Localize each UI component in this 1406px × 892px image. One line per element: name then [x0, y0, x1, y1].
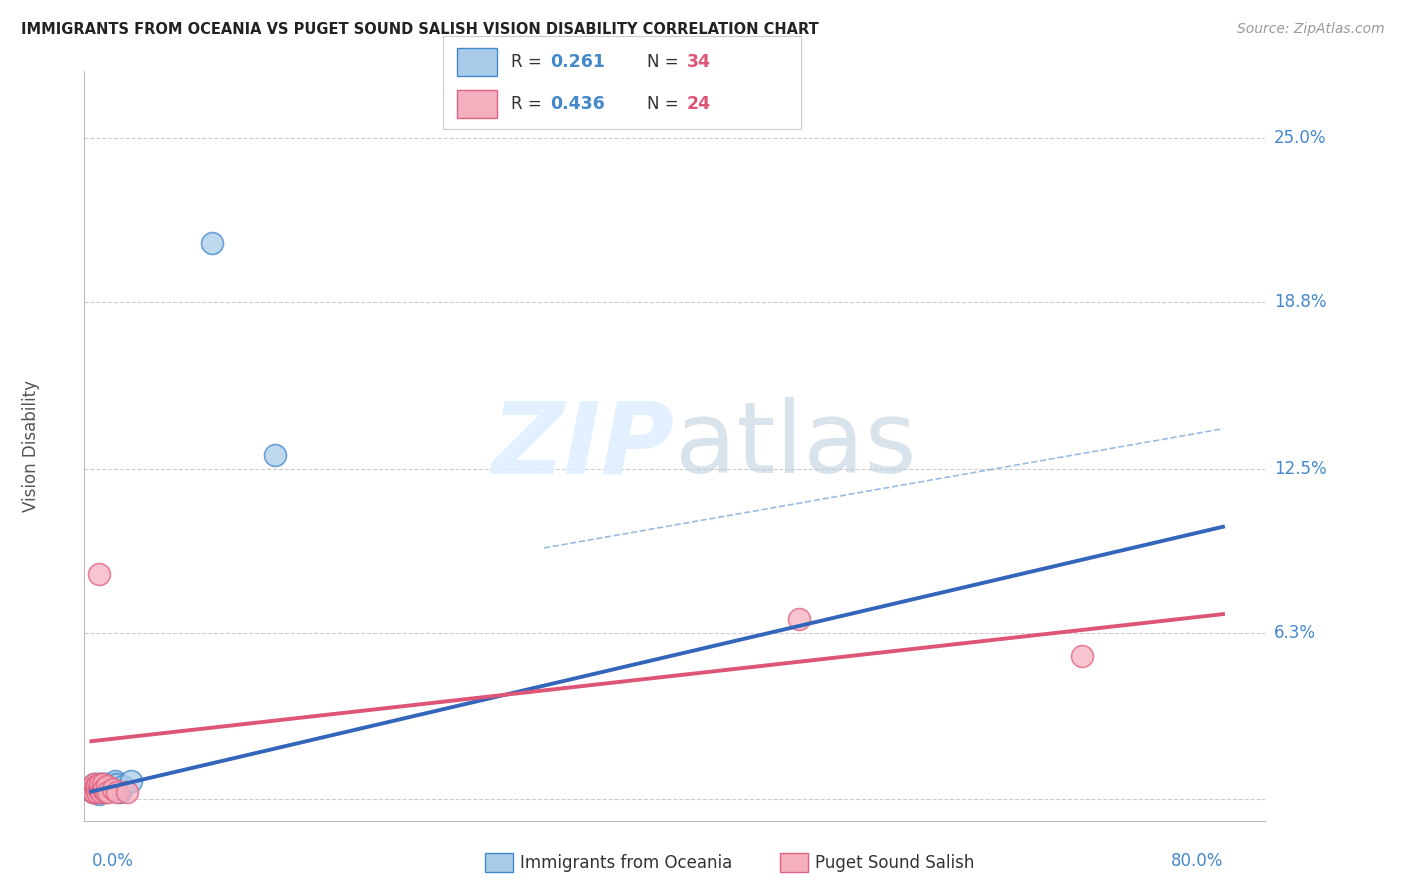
Text: Source: ZipAtlas.com: Source: ZipAtlas.com [1237, 22, 1385, 37]
Point [83, 781, 105, 796]
Text: 6.3%: 6.3% [1274, 624, 1316, 641]
Point [91, 776, 114, 790]
Point [90, 784, 112, 798]
Bar [457, 90, 496, 118]
Point [90, 784, 112, 798]
Point [83, 784, 105, 798]
Point [94, 784, 117, 798]
Point [87, 781, 110, 796]
Point [84, 781, 107, 796]
Point [83, 776, 105, 790]
Point [97, 781, 120, 796]
Point [105, 784, 128, 798]
Point [90, 779, 112, 793]
Point [104, 773, 127, 788]
Point [120, 773, 142, 788]
Text: 18.8%: 18.8% [1274, 293, 1326, 310]
Point [82, 779, 104, 793]
Point [84, 779, 107, 793]
Text: R =: R = [510, 53, 541, 70]
Point [93, 781, 115, 796]
Point [86, 784, 108, 798]
Point [108, 784, 131, 798]
Point [82, 784, 104, 798]
Point [83, 776, 105, 790]
Point [89, 781, 111, 796]
Point [87, 776, 110, 790]
Point [201, 236, 224, 251]
Text: 0.436: 0.436 [551, 95, 605, 113]
Point [264, 448, 287, 462]
Point [93, 776, 115, 790]
Text: 12.5%: 12.5% [1274, 459, 1326, 477]
Text: N =: N = [647, 95, 679, 113]
Text: Vision Disability: Vision Disability [22, 380, 41, 512]
Point [101, 781, 124, 796]
Text: 34: 34 [686, 53, 710, 70]
Point [87, 567, 110, 582]
Text: N =: N = [647, 53, 679, 70]
Point [101, 776, 124, 790]
Text: 80.0%: 80.0% [1171, 853, 1223, 871]
Text: 0.261: 0.261 [551, 53, 606, 70]
Text: IMMIGRANTS FROM OCEANIA VS PUGET SOUND SALISH VISION DISABILITY CORRELATION CHAR: IMMIGRANTS FROM OCEANIA VS PUGET SOUND S… [21, 22, 818, 37]
Point [86, 779, 108, 793]
Text: R =: R = [510, 95, 541, 113]
Point [87, 781, 110, 796]
Point [91, 781, 114, 796]
Text: Immigrants from Oceania: Immigrants from Oceania [520, 854, 733, 871]
Point [96, 779, 118, 793]
Point [96, 779, 118, 793]
Text: Puget Sound Salish: Puget Sound Salish [815, 854, 974, 871]
Bar [457, 48, 496, 76]
Point [98, 779, 121, 793]
Point [89, 776, 111, 790]
Point [93, 781, 115, 796]
Point [111, 779, 134, 793]
Point [87, 787, 110, 801]
Point [82, 784, 104, 798]
Point [86, 784, 108, 798]
Point [89, 781, 111, 796]
Text: 0.0%: 0.0% [91, 853, 134, 871]
Text: 24: 24 [686, 95, 711, 113]
Text: atlas: atlas [675, 398, 917, 494]
Point [787, 612, 810, 626]
Point [94, 781, 117, 796]
Point [91, 776, 114, 790]
Point [89, 776, 111, 790]
Point [91, 781, 114, 796]
Text: 25.0%: 25.0% [1274, 128, 1326, 146]
Point [84, 781, 107, 796]
Point [94, 776, 117, 790]
Point [97, 784, 120, 798]
Point [105, 776, 128, 790]
Point [82, 779, 104, 793]
Point [115, 784, 138, 798]
Point [86, 779, 108, 793]
Text: ZIP: ZIP [492, 398, 675, 494]
Point [1070, 649, 1092, 664]
Point [103, 776, 125, 790]
Point [100, 781, 122, 796]
Point [84, 776, 107, 790]
